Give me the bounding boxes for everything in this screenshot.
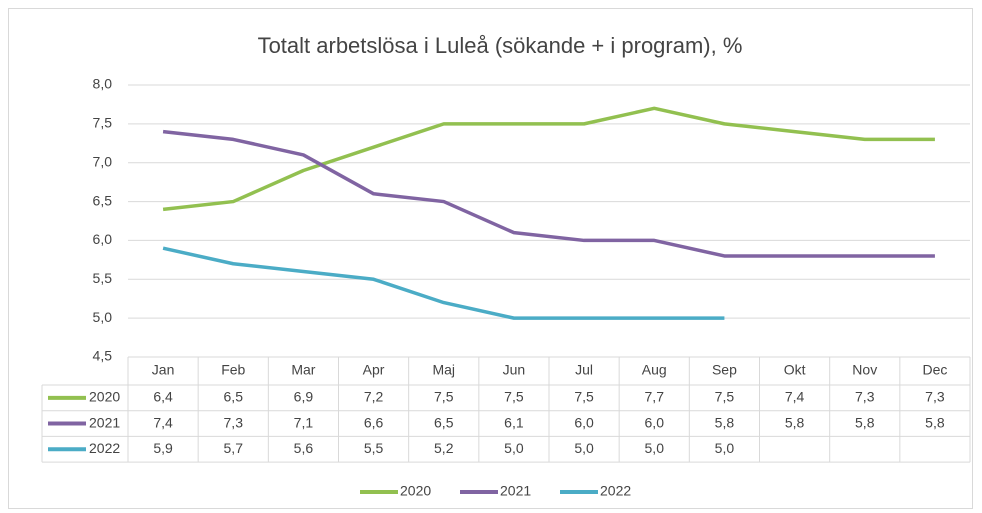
table-value: 5,0 <box>574 440 594 456</box>
x-tick-label: Sep <box>712 362 737 378</box>
table-value: 7,5 <box>574 389 594 405</box>
table-value: 6,6 <box>364 414 384 430</box>
x-tick-label: Okt <box>784 362 806 378</box>
table-value: 7,3 <box>855 389 875 405</box>
x-tick-label: Nov <box>852 362 877 378</box>
table-value: 5,2 <box>434 440 454 456</box>
legend-label: 2021 <box>500 483 531 499</box>
table-value: 5,0 <box>645 440 665 456</box>
y-tick-label: 5,5 <box>93 270 113 286</box>
x-tick-label: Jan <box>152 362 175 378</box>
table-value: 7,3 <box>224 414 244 430</box>
table-value: 5,0 <box>504 440 524 456</box>
x-tick-label: Feb <box>221 362 245 378</box>
table-value: 6,1 <box>504 414 524 430</box>
chart-title: Totalt arbetslösa i Luleå (sökande + i p… <box>258 33 743 58</box>
x-tick-label: Mar <box>291 362 315 378</box>
table-value: 7,5 <box>715 389 735 405</box>
x-tick-label: Dec <box>922 362 947 378</box>
table-value: 7,7 <box>645 389 665 405</box>
series-line <box>162 246 725 320</box>
table-value: 6,4 <box>153 389 173 405</box>
series-line <box>162 129 935 258</box>
table-value: 6,0 <box>645 414 665 430</box>
table-value: 5,8 <box>715 414 735 430</box>
table-value: 7,5 <box>504 389 524 405</box>
table-value: 6,9 <box>294 389 314 405</box>
chart-border <box>8 8 973 509</box>
table-value: 7,2 <box>364 389 384 405</box>
table-value: 5,6 <box>294 440 314 456</box>
table-value: 6,0 <box>574 414 594 430</box>
table-value: 7,5 <box>434 389 454 405</box>
x-tick-label: Jun <box>503 362 526 378</box>
x-tick-label: Aug <box>642 362 667 378</box>
x-tick-label: Jul <box>575 362 593 378</box>
y-tick-label: 6,0 <box>93 231 113 247</box>
legend-label: 2020 <box>400 483 431 499</box>
table-value: 5,8 <box>925 414 945 430</box>
table-series-name: 2022 <box>89 440 120 456</box>
table-series-name: 2021 <box>89 414 120 430</box>
table-value: 7,4 <box>785 389 805 405</box>
table-value: 5,5 <box>364 440 384 456</box>
y-tick-label: 8,0 <box>93 76 113 92</box>
table-value: 7,4 <box>153 414 173 430</box>
y-tick-label: 7,5 <box>93 115 113 131</box>
y-tick-label: 6,5 <box>93 192 113 208</box>
y-tick-label: 4,5 <box>93 348 113 364</box>
table-value: 7,1 <box>294 414 314 430</box>
x-tick-label: Maj <box>432 362 455 378</box>
table-value: 5,8 <box>855 414 875 430</box>
table-value: 7,3 <box>925 389 945 405</box>
table-value: 6,5 <box>434 414 454 430</box>
table-value: 5,9 <box>153 440 173 456</box>
table-value: 5,7 <box>224 440 244 456</box>
legend-label: 2022 <box>600 483 631 499</box>
table-series-name: 2020 <box>89 389 120 405</box>
y-tick-label: 7,0 <box>93 153 113 169</box>
table-value: 5,0 <box>715 440 735 456</box>
table-value: 6,5 <box>224 389 244 405</box>
y-tick-label: 5,0 <box>93 309 113 325</box>
table-value: 5,8 <box>785 414 805 430</box>
series-line <box>162 106 935 212</box>
x-tick-label: Apr <box>363 362 385 378</box>
